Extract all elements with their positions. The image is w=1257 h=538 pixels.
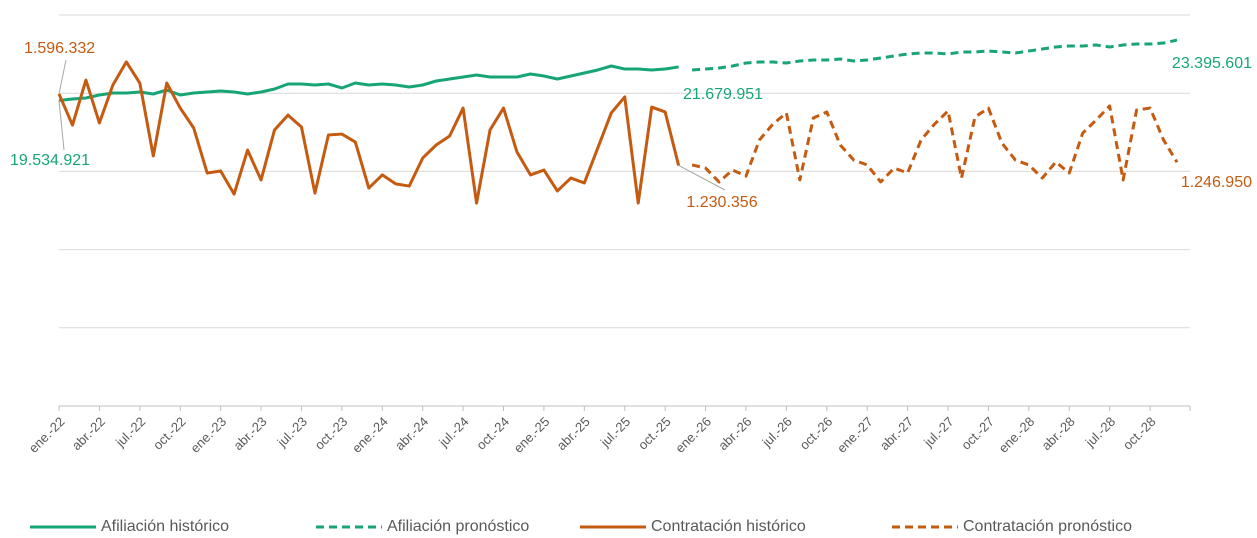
data-label: 21.679.951: [683, 86, 763, 103]
leader-line: [58, 100, 65, 151]
x-tick-label: jul.-22: [112, 414, 148, 450]
x-tick-label: oct.-22: [150, 414, 189, 453]
leader-line: [678, 165, 726, 191]
leader-line: [58, 59, 67, 95]
x-tick-label: ene.-24: [349, 414, 391, 456]
series-line: [691, 104, 1179, 184]
x-tick-label: ene.-28: [996, 414, 1038, 456]
x-tick-label: ene.-25: [511, 414, 553, 456]
x-tick-label: oct.-27: [958, 414, 997, 453]
legend-label: Afiliación pronóstico: [387, 518, 529, 535]
x-tick-label: oct.-23: [312, 414, 351, 453]
x-tick-label: ene.-27: [834, 414, 876, 456]
legend-label: Afiliación histórico: [101, 518, 229, 535]
series-line: [691, 38, 1178, 72]
legend-label: Contratación histórico: [651, 518, 806, 535]
x-tick-label: jul.-25: [597, 414, 633, 450]
x-tick-label: jul.-23: [274, 414, 310, 450]
series-line: [58, 64, 679, 102]
x-tick-label: abr.-26: [715, 414, 754, 453]
x-tick-label: ene.-22: [26, 414, 68, 456]
data-label: 23.395.601: [1172, 55, 1252, 72]
x-tick-label: abr.-22: [69, 414, 108, 453]
x-tick-label: abr.-28: [1039, 414, 1078, 453]
x-tick-label: abr.-23: [230, 414, 269, 453]
x-tick-label: jul.-28: [1082, 414, 1118, 450]
x-tick-label: abr.-27: [877, 414, 916, 453]
x-tick-label: oct.-28: [1120, 414, 1159, 453]
x-tick-label: oct.-26: [797, 414, 836, 453]
x-tick-label: jul.-26: [759, 414, 795, 450]
data-label: 1.246.950: [1181, 174, 1252, 191]
x-tick-label: oct.-24: [473, 414, 512, 453]
x-tick-label: oct.-25: [635, 414, 674, 453]
x-tick-label: jul.-27: [920, 414, 956, 450]
x-tick-label: jul.-24: [435, 414, 471, 450]
x-tick-label: abr.-24: [392, 414, 431, 453]
data-label: 1.230.356: [686, 194, 757, 211]
legend-label: Contratación pronóstico: [963, 518, 1132, 535]
data-label: 1.596.332: [24, 40, 95, 57]
x-tick-label: abr.-25: [554, 414, 593, 453]
x-tick-label: ene.-23: [187, 414, 229, 456]
series-line: [57, 60, 681, 205]
x-tick-label: ene.-26: [672, 414, 714, 456]
data-label: 19.534.921: [10, 152, 90, 169]
